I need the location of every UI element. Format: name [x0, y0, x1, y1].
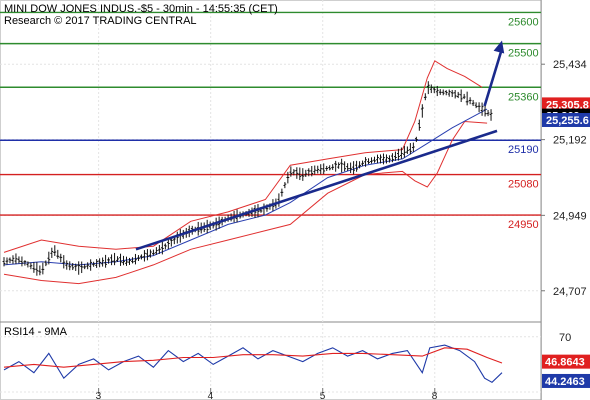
level-lines: 25600 25500 25360 25190 25080 24950: [0, 11, 541, 231]
trend-overlays: 25,305.825,26925,255.6: [135, 40, 590, 251]
x-tick-label: 3: [96, 391, 102, 400]
forecast-arrow-shaft: [483, 48, 504, 107]
rsi-value-tag-label: 44.2463: [545, 376, 585, 388]
indicator-lines: [3, 60, 488, 285]
rsi-value-tag: 46.8643: [542, 354, 590, 369]
y-tick-label: 25,192: [553, 135, 587, 147]
rsi-value-tag-box: [542, 354, 590, 369]
level-label: 25360: [508, 91, 539, 103]
copyright-text: Research © 2017 TRADING CENTRAL: [4, 15, 197, 27]
rsi-series-line: [3, 344, 503, 383]
level-label: 25080: [508, 179, 539, 191]
bollinger-lower-line: [3, 120, 488, 285]
moving-average-line: [3, 108, 488, 266]
chart-frame: [0, 0, 542, 400]
rsi-series-line: [3, 347, 503, 368]
x-tick-label: 8: [432, 391, 438, 400]
price-tag-box: [542, 97, 590, 112]
rsi-value-tag: 44.2463: [542, 373, 590, 388]
level-label: 25600: [508, 16, 539, 28]
price-tag-label: 25,255.6: [546, 115, 589, 127]
level-label: 25500: [508, 48, 539, 60]
axes-labels: 25,434 25,192 24,949 24,707 3 4 5 8: [96, 59, 587, 400]
x-tick-label: 4: [208, 391, 214, 400]
trend-line: [135, 129, 498, 251]
rsi-value-tag-label: 46.8643: [545, 357, 585, 369]
rsi-value-tag-box: [542, 373, 590, 388]
level-label: 24950: [508, 219, 539, 231]
price-candles: [2, 81, 493, 276]
forecast-arrow-head: [493, 40, 505, 54]
instrument-title: MINI DOW JONES INDUS.-$5 - 30min - 14:55…: [4, 3, 278, 15]
level-label: 25190: [508, 144, 539, 156]
x-tick-label: 5: [320, 391, 326, 400]
price-tag: 25,255.6: [542, 112, 590, 127]
y-tick-label: 24,707: [553, 286, 587, 298]
price-tag-label: 25,305.8: [546, 99, 589, 111]
grid-lines: [0, 0, 541, 392]
price-tag: 25,305.8: [542, 97, 590, 112]
y-tick-label: 24,949: [553, 210, 587, 222]
plot-border: [0, 0, 542, 400]
y-tick-label: 25,434: [553, 59, 587, 71]
bollinger-upper-line: [3, 60, 483, 253]
rsi-title: RSI14 - 9MA: [4, 326, 68, 338]
rsi-tick-label: 70: [559, 332, 571, 344]
price-tag-box: [542, 112, 590, 127]
rsi-panel: RSI14 - 9MA 70 46.8643 44.2463: [0, 326, 590, 393]
